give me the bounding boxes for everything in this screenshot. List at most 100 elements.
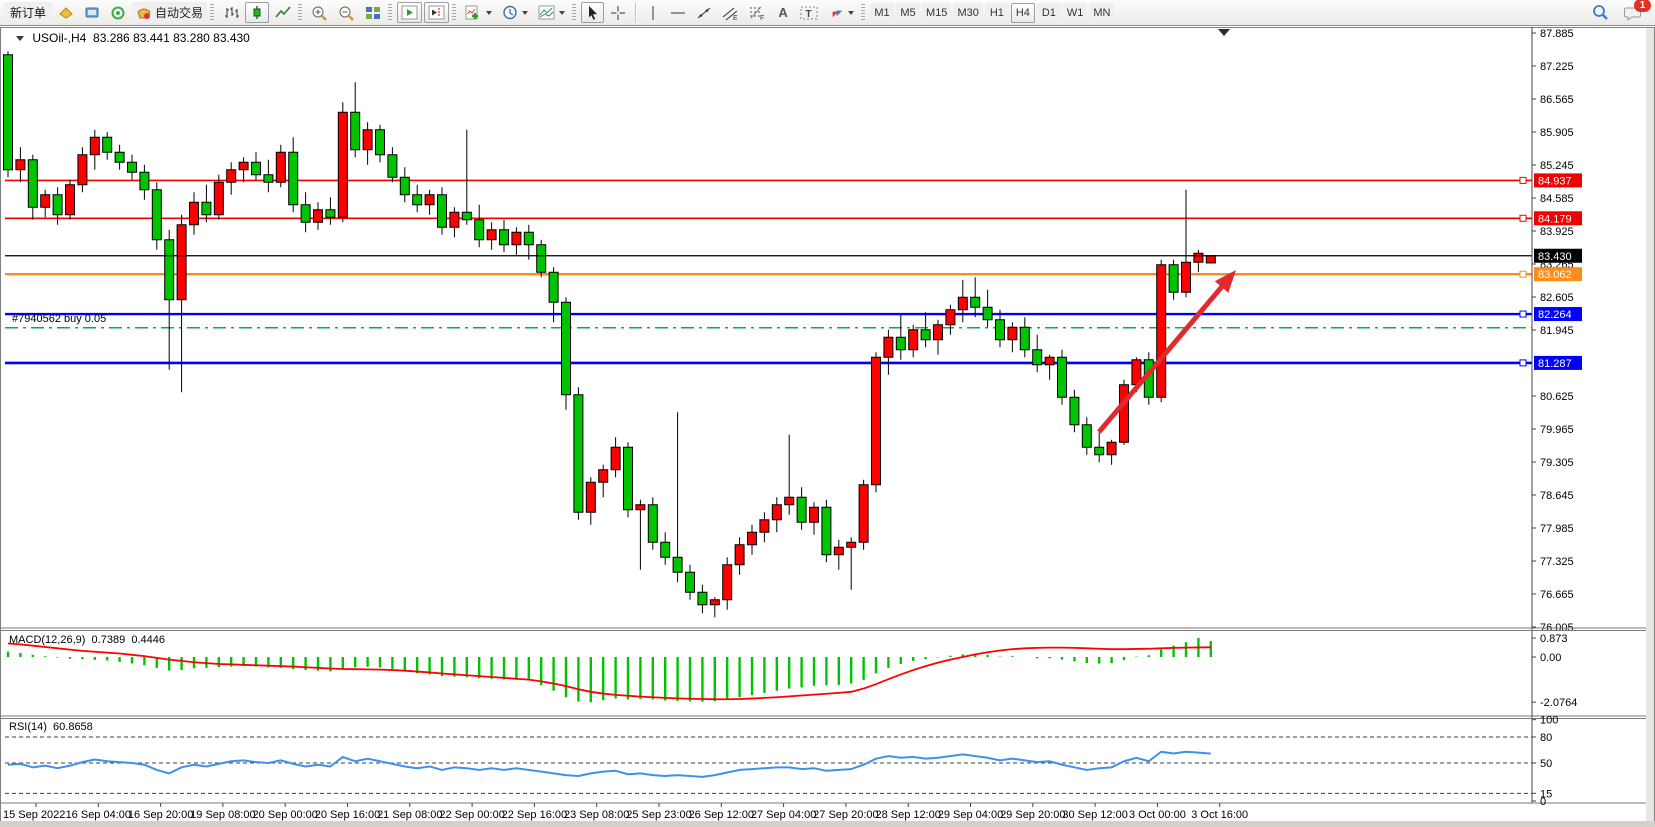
- candle-body: [982, 306, 993, 321]
- line-handle[interactable]: [1519, 359, 1527, 367]
- crosshair-button[interactable]: [606, 2, 630, 23]
- timeframe-button-m30[interactable]: M30: [953, 2, 983, 23]
- timeframe-button-m5[interactable]: M5: [896, 2, 921, 23]
- svg-text:F: F: [760, 15, 764, 21]
- time-axis-label: 27 Sep 20:00: [813, 809, 878, 821]
- trend-arrow-annotation[interactable]: [1097, 270, 1236, 434]
- channel-button[interactable]: E: [718, 2, 743, 23]
- toolbar-grip[interactable]: [572, 3, 577, 22]
- candle-body: [201, 201, 212, 216]
- time-axis-label: 30 Sep 12:00: [1062, 809, 1127, 821]
- rsi-axis-label: 50: [1540, 758, 1552, 770]
- line-handle[interactable]: [1519, 310, 1527, 318]
- search-icon[interactable]: [1587, 2, 1613, 23]
- indicators-dropdown-icon[interactable]: [486, 10, 493, 15]
- time-axis-label: 22 Sep 16:00: [502, 809, 567, 821]
- line-handle[interactable]: [1519, 270, 1527, 278]
- autotrading-button[interactable]: 自动交易: [132, 2, 208, 23]
- vertical-line-button[interactable]: [642, 2, 664, 23]
- candle-body: [784, 496, 795, 506]
- rsi-axis-label: 100: [1540, 715, 1558, 727]
- rsi-indicator-label: RSI(14) 60.8658: [9, 721, 93, 733]
- candle-body: [399, 176, 410, 196]
- templates-dropdown-icon[interactable]: [559, 10, 566, 15]
- horizontal-line-button[interactable]: [666, 2, 690, 23]
- price-tick-label: 87.225: [1540, 61, 1574, 73]
- tile-windows-button[interactable]: [361, 2, 385, 23]
- candle-body: [821, 506, 832, 556]
- candlestick-chart-button[interactable]: [245, 2, 270, 23]
- candle-body: [1044, 356, 1055, 366]
- timeframe-button-w1[interactable]: W1: [1062, 2, 1088, 23]
- navigator-icon[interactable]: [106, 2, 130, 23]
- candle-body: [1168, 264, 1179, 293]
- toolbar-grip[interactable]: [388, 3, 393, 22]
- candle-body: [486, 229, 497, 241]
- rsi-axis-label: 0: [1540, 796, 1546, 808]
- time-axis-label: 22 Sep 00:00: [439, 809, 504, 821]
- price-tick-label: 86.565: [1540, 94, 1574, 106]
- candle-body: [325, 209, 336, 218]
- timeframe-button-mn[interactable]: MN: [1089, 2, 1115, 23]
- indicators-button[interactable]: [461, 2, 496, 23]
- new-order-button[interactable]: 新订单: [4, 2, 53, 23]
- timeframe-button-h4[interactable]: H4: [1010, 2, 1035, 23]
- candle-body: [77, 154, 88, 186]
- candle-body: [1032, 349, 1043, 366]
- candle-body: [920, 329, 931, 341]
- line-chart-button[interactable]: [271, 2, 295, 23]
- price-badge-label: 83.062: [1538, 269, 1572, 281]
- chart-shift-marker[interactable]: [1218, 29, 1230, 36]
- toolbar-grip[interactable]: [452, 3, 457, 22]
- market-watch-icon[interactable]: [54, 2, 78, 23]
- price-tick-label: 77.985: [1540, 523, 1574, 535]
- toolbar-grip[interactable]: [861, 3, 866, 22]
- chat-button[interactable]: 1: [1620, 0, 1651, 23]
- bar-chart-button[interactable]: [219, 2, 243, 23]
- arrows-button[interactable]: [824, 2, 858, 23]
- candle-body: [1205, 255, 1216, 264]
- candle-body: [387, 154, 398, 178]
- candle-body: [598, 469, 609, 483]
- timeframe-button-m15[interactable]: M15: [922, 2, 952, 23]
- time-axis-label: 23 Sep 08:00: [564, 809, 629, 821]
- zoom-out-button[interactable]: [334, 2, 359, 23]
- arrows-dropdown-icon[interactable]: [848, 10, 855, 15]
- auto-scroll-button[interactable]: [397, 2, 423, 23]
- timeframe-button-m1[interactable]: M1: [870, 2, 895, 23]
- toolbar-grip[interactable]: [298, 3, 303, 22]
- rsi-pane: 100 80 50 150: [5, 715, 1558, 808]
- trendline-button[interactable]: [692, 2, 716, 23]
- periods-dropdown-icon[interactable]: [522, 10, 529, 15]
- cursor-button[interactable]: [581, 2, 605, 23]
- candle-body: [52, 194, 63, 216]
- candle-body: [759, 519, 770, 533]
- price-axis-bg: [1533, 28, 1646, 804]
- svg-text:E: E: [733, 15, 738, 21]
- text-label-button[interactable]: T: [796, 2, 822, 23]
- line-handle[interactable]: [1519, 214, 1527, 222]
- collapse-triangle-icon[interactable]: [16, 36, 24, 42]
- chart-shift-button[interactable]: [424, 2, 450, 23]
- time-axis-label: 28 Sep 12:00: [875, 809, 940, 821]
- price-badge-label: 81.287: [1538, 358, 1572, 370]
- text-button[interactable]: A: [778, 5, 788, 20]
- candle-body: [499, 229, 509, 246]
- data-window-icon[interactable]: [80, 2, 104, 23]
- price-tick-label: 85.905: [1540, 127, 1574, 139]
- price-axis[interactable]: 87.885 87.225 86.565 85.905 85.245 84.585 83.9…: [1519, 27, 1646, 804]
- fibonacci-button[interactable]: F: [745, 2, 770, 23]
- templates-button[interactable]: [534, 2, 569, 23]
- time-axis-label: 3 Oct 16:00: [1191, 809, 1248, 821]
- timeframe-button-h1[interactable]: H1: [984, 2, 1009, 23]
- price-tick-label: 79.965: [1540, 424, 1574, 436]
- candle-body: [970, 296, 981, 308]
- candle-body: [523, 231, 534, 246]
- zoom-in-button[interactable]: [307, 2, 332, 23]
- toolbar-grip[interactable]: [210, 3, 215, 22]
- line-handle[interactable]: [1519, 176, 1527, 184]
- timeframe-button-d1[interactable]: D1: [1036, 2, 1061, 23]
- periods-button[interactable]: [498, 2, 532, 23]
